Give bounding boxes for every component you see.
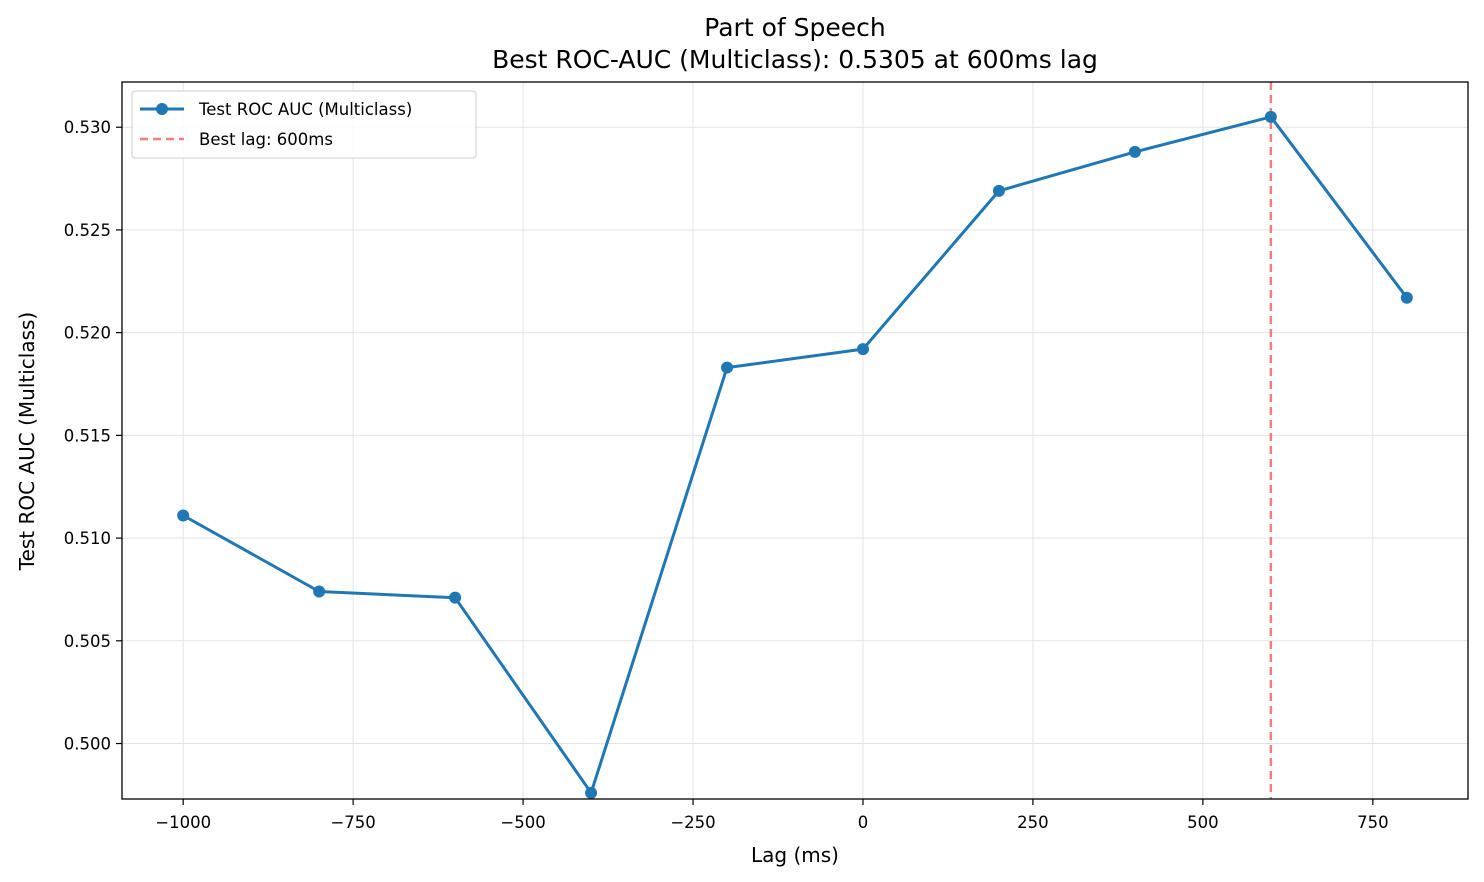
y-tick-label: 0.505	[64, 632, 111, 651]
y-axis-ticks: 0.500 0.505 0.510 0.515 0.520 0.525 0.530	[64, 118, 122, 754]
data-point	[721, 361, 734, 374]
chart-subtitle: Best ROC-AUC (Multiclass): 0.5305 at 600…	[492, 45, 1098, 74]
x-axis-label: Lag (ms)	[751, 843, 839, 867]
y-tick-label: 0.500	[64, 735, 111, 754]
data-point	[449, 591, 462, 604]
data-point	[1400, 291, 1413, 304]
x-tick-label: −250	[670, 813, 715, 832]
data-point	[177, 509, 190, 522]
legend-box	[131, 90, 477, 159]
y-tick-label: 0.520	[64, 324, 111, 343]
chart-title: Part of Speech	[704, 13, 885, 42]
legend: Test ROC AUC (Multiclass) Best lag: 600m…	[131, 90, 477, 159]
data-point	[313, 585, 326, 598]
y-tick-label: 0.515	[64, 426, 111, 445]
x-tick-label: 0	[858, 813, 869, 832]
legend-series-marker	[156, 103, 168, 115]
data-point	[992, 184, 1005, 197]
data-point	[856, 343, 869, 356]
axes-frame	[121, 81, 1469, 800]
y-tick-label: 0.525	[64, 221, 111, 240]
series-line	[182, 115, 1408, 795]
x-tick-label: −1000	[155, 813, 211, 832]
grid-lines	[122, 82, 1468, 799]
legend-best-lag-label: Best lag: 600ms	[199, 130, 333, 149]
x-tick-label: −500	[500, 813, 545, 832]
x-tick-label: 750	[1357, 813, 1389, 832]
x-tick-label: 500	[1187, 813, 1219, 832]
data-point	[585, 786, 598, 799]
series-group	[177, 110, 1413, 799]
x-tick-label: 250	[1017, 813, 1049, 832]
y-tick-label: 0.530	[64, 118, 111, 137]
x-axis-ticks: −1000 −750 −500 −250 0 250 500 750	[155, 799, 1389, 832]
y-axis-label: Test ROC AUC (Multiclass)	[15, 312, 39, 572]
legend-series-label: Test ROC AUC (Multiclass)	[198, 100, 412, 119]
data-point	[1264, 110, 1277, 123]
x-tick-label: −750	[330, 813, 375, 832]
data-point	[1128, 145, 1141, 158]
y-tick-label: 0.510	[64, 529, 111, 548]
